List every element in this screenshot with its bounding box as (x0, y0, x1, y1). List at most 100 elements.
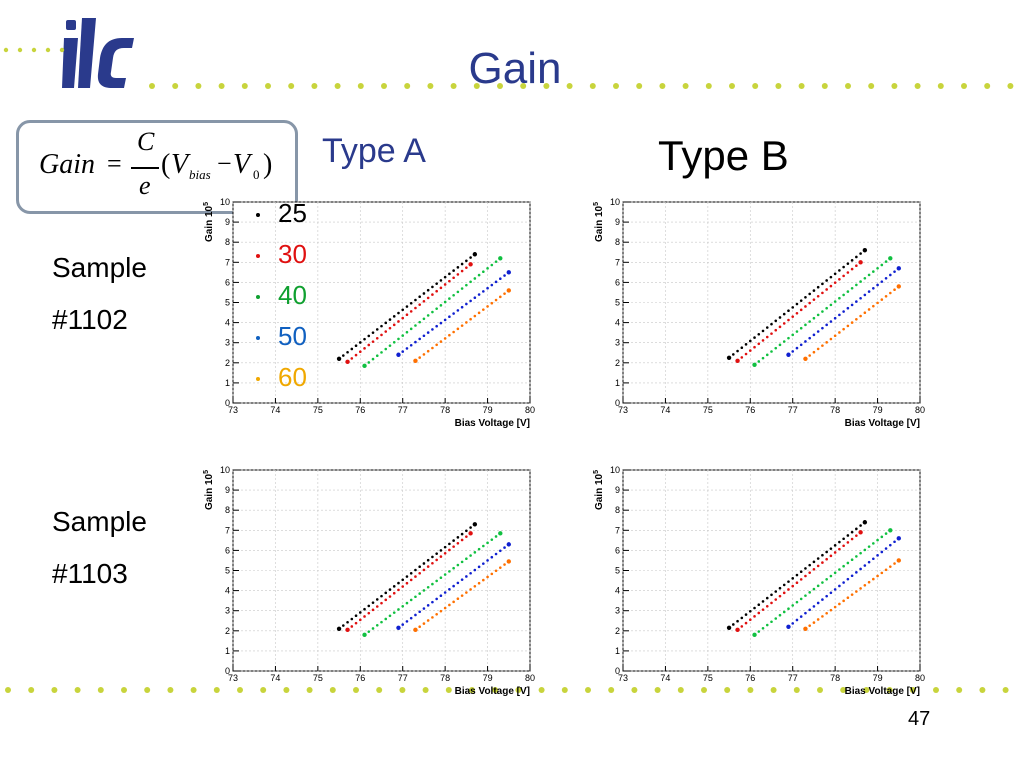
x-tick-label: 73 (228, 673, 238, 683)
data-point (855, 255, 858, 259)
data-point (486, 575, 489, 579)
data-point (833, 605, 837, 609)
data-point (439, 286, 443, 290)
data-point (791, 315, 795, 318)
decor-dot (840, 687, 847, 693)
data-point (732, 353, 735, 356)
data-point (829, 591, 833, 595)
data-point (748, 618, 752, 622)
data-point (477, 581, 481, 585)
data-point (371, 331, 375, 334)
data-point (893, 270, 896, 273)
decor-dot (961, 83, 967, 89)
data-point (490, 555, 494, 559)
data-point (876, 301, 879, 305)
data-point (846, 534, 850, 537)
data-point (816, 313, 820, 317)
data-point (862, 248, 868, 253)
data-point (486, 286, 489, 290)
x-tick-label: 76 (355, 673, 365, 683)
data-point (795, 302, 799, 306)
data-point (791, 622, 795, 625)
data-point (469, 317, 472, 321)
data-point (808, 624, 811, 627)
data-point (375, 354, 379, 358)
data-point (855, 300, 858, 303)
data-point (846, 271, 850, 274)
data-point (405, 313, 409, 317)
decor-dot (469, 687, 475, 693)
y-tick-label: 4 (615, 318, 620, 328)
data-point (812, 605, 816, 608)
series-40 (752, 528, 893, 638)
data-point (804, 567, 807, 570)
data-point (443, 591, 447, 594)
decor-dot (31, 47, 37, 53)
data-point (842, 564, 845, 568)
data-point (803, 626, 808, 631)
data-point (448, 297, 451, 300)
data-point (431, 616, 434, 619)
data-point (884, 260, 888, 263)
data-point (494, 552, 498, 556)
formula-paren-close: ) (263, 149, 273, 180)
data-point (422, 562, 426, 565)
x-tick-label: 80 (525, 405, 535, 415)
data-point (486, 559, 489, 562)
data-point (371, 601, 375, 604)
data-point (345, 627, 350, 632)
row-label-line1: Sample (52, 252, 147, 283)
data-point (884, 568, 888, 572)
data-point (735, 358, 740, 363)
data-point (443, 300, 447, 304)
y-tick-label: 4 (225, 318, 230, 328)
data-point (825, 341, 828, 344)
legend-label: 40 (278, 280, 307, 310)
data-point (863, 584, 867, 587)
data-point (380, 351, 383, 354)
data-point (748, 609, 752, 613)
data-point (443, 573, 447, 576)
data-point (375, 598, 379, 601)
data-point (354, 344, 358, 348)
decor-dot (167, 687, 174, 693)
data-point (358, 611, 362, 614)
data-point (503, 546, 506, 549)
data-point (880, 298, 884, 301)
slide-title: Gain (468, 44, 562, 93)
data-point (456, 327, 460, 331)
data-point (812, 560, 816, 564)
data-point (804, 305, 807, 308)
data-point (397, 581, 400, 585)
data-point (413, 627, 418, 632)
data-point (812, 350, 816, 354)
data-point (363, 607, 366, 611)
data-point (889, 543, 892, 547)
data-point (770, 350, 773, 353)
y-tick-label: 3 (225, 338, 230, 348)
data-point (889, 273, 892, 277)
data-point (426, 331, 430, 334)
data-point (804, 295, 807, 299)
data-point (740, 616, 744, 620)
data-point (422, 607, 426, 610)
data-point (833, 571, 837, 575)
data-point (842, 293, 845, 297)
data-point (736, 349, 739, 353)
data-point (833, 272, 837, 276)
data-point (825, 288, 828, 291)
data-point (473, 585, 477, 588)
y-tick-label: 8 (615, 505, 620, 515)
y-tick-label: 8 (225, 237, 230, 247)
data-point (448, 548, 451, 552)
data-point (498, 531, 503, 536)
decor-dot (747, 687, 754, 693)
data-point (401, 308, 405, 312)
data-point (748, 349, 752, 352)
series-25 (336, 252, 478, 361)
data-point (409, 616, 413, 620)
data-point (342, 624, 345, 627)
data-point (431, 285, 434, 289)
